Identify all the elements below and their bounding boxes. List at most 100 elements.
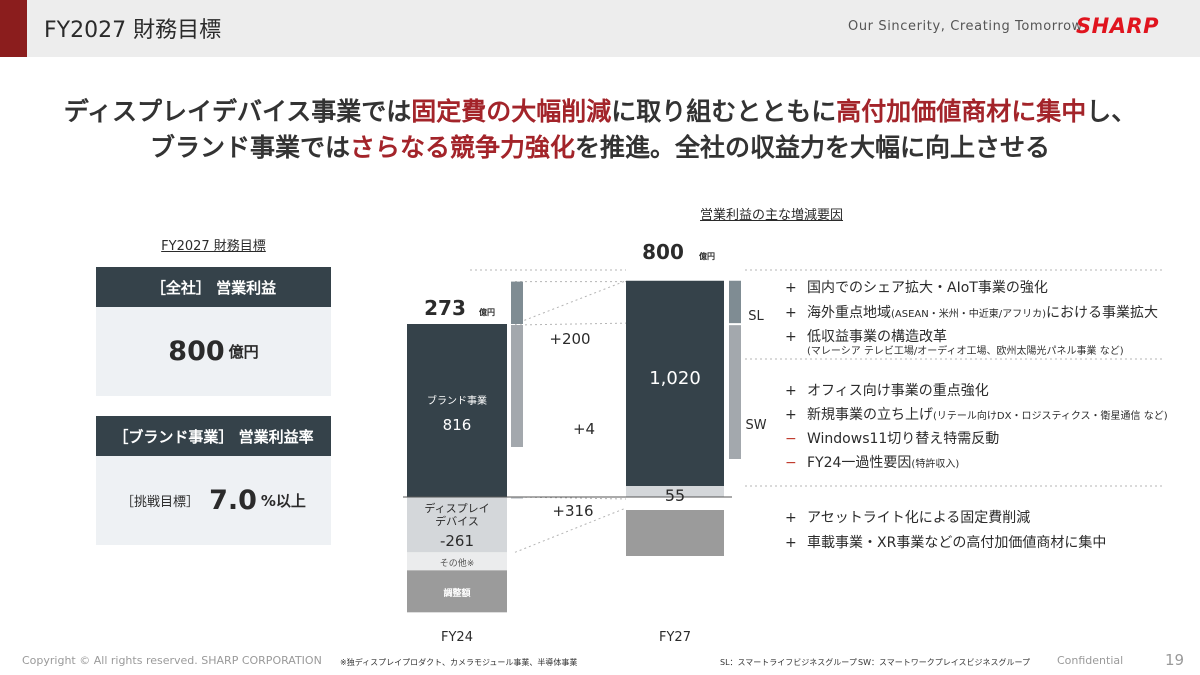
bullet-text: における事業拡大 — [1046, 305, 1158, 321]
group-label-sw: SW — [745, 418, 766, 433]
headline-highlight: 高付加価値商材に集中 — [836, 97, 1087, 126]
bullet-sign: + — [785, 280, 797, 296]
bullet-sw-1: + オフィス向け事業の重点強化 — [785, 380, 989, 400]
headline-highlight: 固定費の大幅削減 — [411, 97, 612, 126]
bar-fy27-brand — [626, 280, 724, 497]
change-label-display: +316 — [552, 502, 593, 520]
headline-text: を推進。全社の収益力を大幅に向上させる — [575, 133, 1051, 162]
bar-change-display — [511, 497, 523, 499]
total-label-fy27: 800 — [642, 240, 684, 264]
operating-profit-unit: 億円 — [228, 343, 259, 361]
bullet-sign: + — [785, 329, 797, 345]
bullet-sl-1: + 国内でのシェア拡大・AIoT事業の強化 — [785, 277, 1048, 297]
bullet-sl-subnote: (マレーシア テレビ工場/オーディオ工場、欧州太陽光パネル事業 など) — [807, 346, 1124, 357]
bullet-note: (リテール向けDX・ロジスティクス・衛星通信 など) — [933, 411, 1168, 422]
guide-line — [514, 280, 627, 325]
slogan: Our Sincerity, Creating Tomorrow — [848, 19, 1083, 34]
bullet-text: アセットライト化による固定費削減 — [807, 510, 1031, 526]
segment-name-display-fy24-l1: ディスプレイ — [424, 501, 489, 515]
card-body-brand-margin: ［挑戦目標］ 7.0 %以上 — [96, 456, 331, 545]
bullet-text: オフィス向け事業の重点強化 — [807, 383, 989, 399]
total-unit-fy24: 億円 — [479, 307, 495, 317]
headline-text: ディスプレイデバイス事業では — [63, 97, 412, 126]
bullet-sign: + — [785, 383, 797, 399]
change-label-sl: +200 — [549, 330, 590, 348]
bullet-sign: + — [785, 407, 797, 423]
bullet-sign: + — [785, 510, 797, 526]
x-tick-fy27: FY27 — [659, 630, 691, 645]
bullet-display-2: + 車載事業・XR事業などの高付加価値商材に集中 — [785, 532, 1106, 552]
bar-change-sl — [511, 281, 523, 324]
header-accent — [0, 0, 27, 57]
brand-margin-value: 7.0 — [209, 485, 257, 516]
segment-name-adjust-fy24: 調整額 — [443, 587, 470, 599]
guide-line — [514, 322, 627, 326]
bar-fy24-brand — [407, 324, 507, 497]
header-bar: FY2027 財務目標 Our Sincerity, Creating Tomo… — [0, 0, 1200, 57]
bullet-sw-3: − Windows11切り替え特需反動 — [785, 428, 999, 448]
segment-name-other-fy24: その他※ — [440, 557, 475, 569]
bar-fy27-other — [626, 510, 724, 556]
bar-sl — [729, 280, 741, 324]
group-label-sl: SL — [748, 309, 764, 324]
guide-line — [514, 496, 627, 500]
card-body-operating-profit: 800 億円 — [96, 307, 331, 396]
bullet-sign-minus: − — [785, 455, 797, 471]
bullet-display-1: + アセットライト化による固定費削減 — [785, 507, 1030, 527]
bullet-sign: + — [785, 305, 797, 321]
bar-fy24-other — [407, 552, 507, 571]
total-label-fy24: 273 — [424, 296, 466, 320]
bullet-sl-3: + 低収益事業の構造改革 — [785, 326, 947, 346]
chart-title: 営業利益の主な増減要因 — [700, 208, 844, 223]
segment-value-display-fy24: -261 — [440, 532, 474, 550]
bullet-text: 車載事業・XR事業などの高付加価値商材に集中 — [807, 535, 1107, 551]
change-label-sw: +4 — [573, 420, 595, 438]
headline-line-2: ブランド事業ではさらなる競争力強化を推進。全社の収益力を大幅に向上させる — [0, 128, 1200, 164]
segment-value-display-fy27: 55 — [665, 486, 685, 505]
targets-title: FY2027 財務目標 — [161, 239, 266, 254]
card-header-operating-profit: ［全社］ 営業利益 — [96, 267, 331, 307]
operating-profit-value: 800 — [168, 336, 225, 367]
segment-value-brand-fy27: 1,020 — [649, 368, 701, 389]
bullet-text: Windows11切り替え特需反動 — [807, 431, 1000, 447]
bar-fy24-adjust — [407, 570, 507, 613]
bullet-text: 低収益事業の構造改革 — [807, 329, 947, 345]
bullet-sw-4: − FY24一過性要因(特許収入) — [785, 452, 959, 472]
x-tick-fy24: FY24 — [441, 630, 473, 645]
headline-highlight: さらなる競争力強化 — [349, 133, 575, 162]
card-header-brand-margin: ［ブランド事業］ 営業利益率 — [96, 416, 331, 456]
bullet-sw-2: + 新規事業の立ち上げ(リテール向けDX・ロジスティクス・衛星通信 など) — [785, 404, 1168, 424]
headline-line-1: ディスプレイデバイス事業では固定費の大幅削減に取り組むとともに高付加価値商材に集… — [0, 92, 1200, 128]
page-title: FY2027 財務目標 — [44, 18, 222, 43]
segment-name-brand-fy24: ブランド事業 — [427, 394, 487, 407]
bar-fy24-display — [407, 497, 507, 553]
headline-text: ブランド事業では — [149, 133, 350, 162]
sharp-logo: SHARP — [1076, 14, 1160, 38]
copyright: Copyright © All rights reserved. SHARP C… — [22, 654, 322, 667]
bar-sw — [729, 325, 741, 459]
bullet-text: 新規事業の立ち上げ — [807, 407, 933, 423]
bullet-text: 国内でのシェア拡大・AIoT事業の強化 — [807, 280, 1048, 296]
sw-definition: SW：スマートワークプレイスビジネスグループ — [858, 658, 1031, 667]
bullet-sign: + — [785, 535, 797, 551]
segment-value-brand-fy24: 816 — [443, 416, 472, 434]
bar-change-sw — [511, 325, 523, 447]
bullet-sign-minus: − — [785, 431, 797, 447]
bullet-text: 海外重点地域 — [807, 305, 891, 321]
footnote: ※独ディスプレイプロダクト、カメラモジュール事業、半導体事業 — [340, 658, 578, 667]
bullet-text: FY24一過性要因 — [807, 455, 912, 471]
bullet-note: (特許収入) — [911, 459, 960, 470]
sl-definition: SL：スマートライフビジネスグループ — [720, 658, 857, 667]
bar-fy27-display — [626, 486, 724, 497]
total-unit-fy27: 億円 — [699, 251, 715, 261]
bullet-sl-2: + 海外重点地域(ASEAN・米州・中近東/アフリカ)における事業拡大 — [785, 302, 1158, 322]
confidential-label: Confidential — [1057, 654, 1124, 667]
page-number: 19 — [1165, 651, 1185, 669]
challenge-target-label: ［挑戦目標］ — [121, 495, 200, 510]
headline-text: に取り組むとともに — [611, 97, 837, 126]
bullet-note: (ASEAN・米州・中近東/アフリカ) — [891, 309, 1046, 320]
headline-text: し、 — [1086, 97, 1137, 126]
segment-name-display-fy24-l2: デバイス — [435, 514, 479, 528]
brand-margin-unit: %以上 — [260, 492, 306, 510]
